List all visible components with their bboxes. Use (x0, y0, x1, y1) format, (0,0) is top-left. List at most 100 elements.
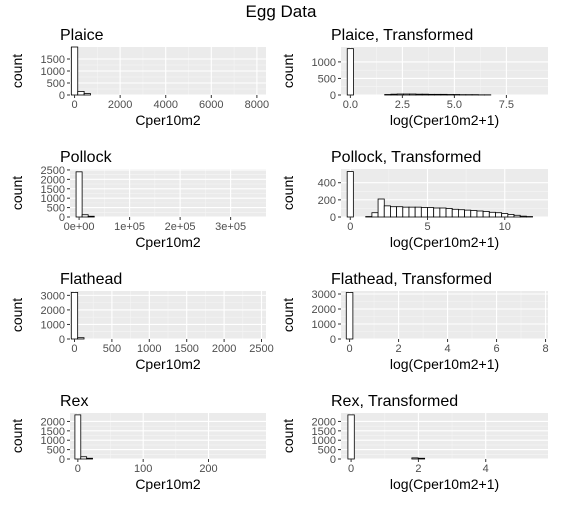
histogram-bar (482, 211, 490, 218)
panel-background (341, 47, 548, 95)
x-axis-title: Cper10m2 (135, 356, 201, 372)
x-tick-label: 1000 (137, 343, 161, 355)
x-tick-label: 8 (542, 343, 548, 355)
y-tick-label: 1000 (312, 319, 336, 331)
histogram-bar (345, 292, 354, 340)
histogram-bar (390, 93, 398, 96)
x-axis-title: log(Cper10m2+1) (390, 234, 499, 250)
x-tick-label: 6 (493, 343, 499, 355)
y-tick-label: 0 (330, 454, 336, 466)
histogram-bar (377, 198, 385, 218)
panel-title: Plaice, Transformed (331, 27, 473, 44)
histogram-bar (417, 457, 426, 460)
y-tick-label: 1500 (41, 426, 65, 438)
histogram-panel-4: 0 5 10 0 200 400 Pollock, Transformed log(Cper1… (280, 149, 548, 250)
histogram-bar (427, 93, 436, 96)
panel-title: Pollock, Transformed (331, 149, 481, 166)
histogram-bar (408, 206, 416, 218)
panel-title: Plaice (60, 27, 104, 44)
histogram-bar (433, 207, 441, 218)
histogram-bar (80, 456, 88, 460)
x-tick-label: 5 (424, 221, 430, 233)
x-tick-label: 0.0 (343, 99, 358, 111)
y-tick-label: 1000 (41, 319, 65, 331)
x-tick-label: 0 (347, 343, 353, 355)
x-tick-label: 2 (415, 463, 421, 475)
histogram-bar (458, 209, 465, 218)
histogram-bar (346, 171, 354, 218)
histogram-bar (383, 205, 391, 218)
histogram-bar (87, 215, 95, 218)
y-tick-label: 2000 (312, 416, 336, 428)
y-axis-title: count (280, 419, 296, 453)
y-tick-label: 0 (59, 212, 65, 224)
x-axis-title: Cper10m2 (135, 234, 201, 250)
panel-background (341, 291, 548, 339)
y-tick-label: 500 (47, 78, 65, 90)
panel-title: Rex (60, 393, 88, 410)
y-tick-label: 1000 (312, 435, 336, 447)
histogram-bar (396, 206, 404, 218)
histogram-bar (488, 211, 496, 218)
figure-title: Egg Data (246, 2, 317, 21)
histogram-bar (470, 210, 478, 218)
histogram-bar (501, 213, 509, 218)
histogram-bar (495, 212, 503, 218)
x-axis-title: log(Cper10m2+1) (390, 112, 499, 128)
x-axis-title: log(Cper10m2+1) (390, 356, 499, 372)
histogram-panel-1: 0 2000 4000 6000 8000050010001500PlaiceCper1… (9, 27, 269, 128)
histogram-bar (507, 214, 515, 218)
histogram-bar (371, 212, 379, 218)
y-tick-label: 0 (330, 90, 336, 102)
histogram-panel-3: 0e+00 1e+05 2e+05 3e+05 05001000150020002500… (9, 149, 266, 250)
histogram-bar (396, 93, 404, 96)
x-tick-label: 100 (134, 463, 152, 475)
histogram-bar (81, 214, 89, 218)
histogram-bar (415, 93, 423, 96)
y-axis-title: count (9, 419, 25, 453)
x-tick-label: 3e+05 (215, 221, 246, 233)
histogram-bar (75, 171, 83, 218)
y-tick-label: 2000 (41, 305, 65, 317)
histogram-bar (421, 93, 429, 96)
histogram-bar (70, 292, 79, 340)
x-tick-label: 2000 (108, 99, 132, 111)
x-tick-label: 4 (444, 343, 450, 355)
panel-title: Pollock (60, 149, 113, 166)
x-tick-label: 6000 (199, 99, 223, 111)
histogram-bar (83, 93, 91, 96)
y-tick-label: 2000 (41, 174, 65, 186)
y-tick-label: 0 (59, 90, 65, 102)
x-axis-title: Cper10m2 (135, 476, 201, 492)
y-tick-label: 2500 (41, 165, 65, 177)
y-tick-label: 500 (47, 203, 65, 215)
y-axis-title: count (9, 176, 25, 210)
x-tick-label: 0 (348, 463, 354, 475)
histogram-panel-2: 0.0 2.5 5.0 7.5 0 500 1000 Plaice, Transformed l… (280, 27, 548, 128)
panel-background (70, 413, 266, 459)
x-tick-label: 2e+05 (165, 221, 196, 233)
y-tick-label: 0 (59, 334, 65, 346)
histogram-bar (74, 414, 82, 460)
x-tick-label: 0 (347, 221, 353, 233)
panel-title: Rex, Transformed (331, 393, 458, 410)
histogram-bar (411, 457, 419, 460)
panel-title: Flathead (60, 271, 122, 288)
x-axis-title: log(Cper10m2+1) (390, 476, 499, 492)
x-tick-label: 200 (199, 463, 217, 475)
histogram-bar (420, 207, 428, 218)
histogram-bar (464, 209, 472, 218)
y-tick-label: 1000 (312, 57, 336, 69)
y-tick-label: 1500 (41, 54, 65, 66)
histogram-bar (434, 93, 442, 96)
histogram-bar (513, 214, 521, 218)
y-tick-label: 1000 (41, 435, 65, 447)
x-tick-label: 2500 (249, 343, 273, 355)
y-tick-label: 400 (318, 178, 336, 190)
histogram-bar (390, 206, 398, 218)
